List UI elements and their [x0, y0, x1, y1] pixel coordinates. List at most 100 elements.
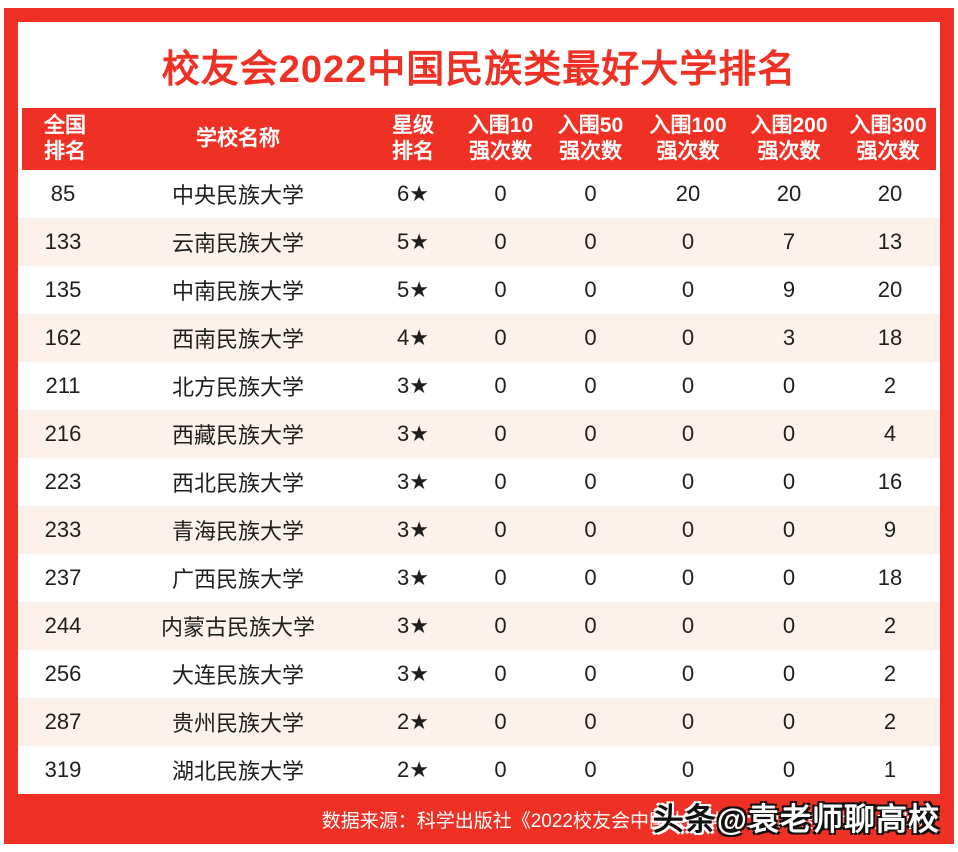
top100-count-cell: 0	[681, 229, 695, 254]
top50-count-cell: 0	[584, 757, 597, 782]
top50-count-cell: 0	[584, 373, 597, 398]
top50-count-cell: 0	[584, 661, 597, 686]
rank-cell: 133	[44, 229, 82, 254]
column-header-top200-count: 入围200 强次数	[738, 108, 840, 170]
top300-count-cell: 2	[883, 661, 897, 686]
star-rank-cell: 3★	[397, 517, 429, 542]
rank-cell: 256	[44, 661, 82, 686]
table-row: 233 青海民族大学 3★ 0 0 0 0 9	[18, 506, 940, 554]
school-name-cell: 内蒙古民族大学	[160, 615, 315, 640]
top300-count-cell: 16	[877, 469, 903, 494]
red-frame: 校友会2022中国民族类最好大学排名 全国 排名 学校名称 星级 排名 入围10 强次数 入围…	[4, 8, 954, 844]
school-name-cell: 西南民族大学	[171, 327, 304, 352]
top300-count-cell: 18	[877, 325, 903, 350]
column-header-line: 入围200	[750, 114, 828, 137]
rank-cell: 244	[44, 613, 82, 638]
top200-count-cell: 0	[782, 757, 796, 782]
star-rank-cell: 3★	[397, 613, 429, 638]
top50-count-cell: 0	[584, 181, 597, 206]
top300-count-cell: 9	[883, 517, 897, 542]
column-header-line: 强次数	[856, 140, 920, 163]
top10-count-cell: 0	[494, 181, 507, 206]
top300-count-cell: 20	[877, 181, 903, 206]
table-row: 287 贵州民族大学 2★ 0 0 0 0 2	[18, 698, 940, 746]
school-name-cell: 西藏民族大学	[171, 423, 304, 448]
top50-count-cell: 0	[584, 277, 597, 302]
top300-count-cell: 2	[883, 373, 897, 398]
top50-count-cell: 0	[584, 517, 597, 542]
table-row: 223 西北民族大学 3★ 0 0 0 0 16	[18, 458, 940, 506]
column-header-line: 入围50	[557, 114, 624, 137]
top200-count-cell: 0	[782, 709, 796, 734]
top100-count-cell: 0	[681, 517, 695, 542]
rank-cell: 233	[44, 517, 82, 542]
school-name-cell: 中央民族大学	[171, 183, 304, 208]
top100-count-cell: 0	[681, 373, 695, 398]
table-body: 85 中央民族大学 6★ 0 0 20 20 20 133 云南民族大学 5★ 0 0 0 7 13 135 中南…	[18, 170, 940, 794]
column-header-line: 入围300	[849, 114, 927, 137]
top200-count-cell: 0	[782, 469, 796, 494]
column-header-line: 排名	[392, 140, 434, 163]
table-row: 162 西南民族大学 4★ 0 0 0 3 18	[18, 314, 940, 362]
top10-count-cell: 0	[494, 277, 507, 302]
watermark-toutiao-label: 头条	[652, 802, 717, 837]
school-name-cell: 青海民族大学	[171, 519, 304, 544]
column-header-line: 强次数	[469, 140, 532, 163]
column-header-line: 强次数	[559, 140, 622, 163]
top50-count-cell: 0	[584, 325, 597, 350]
table-row: 216 西藏民族大学 3★ 0 0 0 0 4	[18, 410, 940, 458]
rank-cell: 85	[50, 181, 76, 206]
top10-count-cell: 0	[494, 709, 507, 734]
star-rank-cell: 3★	[397, 661, 429, 686]
star-rank-cell: 3★	[397, 421, 429, 446]
rank-cell: 211	[45, 373, 81, 398]
top100-count-cell: 0	[681, 757, 695, 782]
column-header-top50-count: 入围50 强次数	[543, 108, 638, 170]
school-name-cell: 广西民族大学	[171, 567, 304, 592]
top10-count-cell: 0	[494, 469, 507, 494]
top50-count-cell: 0	[584, 613, 597, 638]
top10-count-cell: 0	[494, 565, 507, 590]
top300-count-cell: 13	[877, 229, 903, 254]
table-row: 85 中央民族大学 6★ 0 0 20 20 20	[18, 170, 940, 218]
rank-cell: 162	[44, 325, 82, 350]
top100-count-cell: 0	[681, 469, 695, 494]
column-header-top100-count: 入围100 强次数	[638, 108, 738, 170]
school-name-cell: 湖北民族大学	[171, 759, 304, 784]
star-rank-cell: 6★	[397, 181, 429, 206]
star-rank-cell: 5★	[397, 229, 429, 254]
rank-cell: 223	[44, 469, 82, 494]
top10-count-cell: 0	[494, 229, 507, 254]
star-rank-cell: 5★	[397, 277, 429, 302]
table-row: 256 大连民族大学 3★ 0 0 0 0 2	[18, 650, 940, 698]
column-header-star-rank: 星级 排名	[368, 108, 458, 170]
top100-count-cell: 0	[681, 661, 695, 686]
top100-count-cell: 0	[681, 613, 695, 638]
top10-count-cell: 0	[494, 421, 507, 446]
school-name-cell: 大连民族大学	[171, 663, 304, 688]
top10-count-cell: 0	[494, 613, 507, 638]
top200-count-cell: 0	[782, 661, 796, 686]
column-header-school-name: 学校名称	[108, 108, 368, 170]
top10-count-cell: 0	[494, 661, 507, 686]
table-row: 237 广西民族大学 3★ 0 0 0 0 18	[18, 554, 940, 602]
table-header-row: 全国 排名 学校名称 星级 排名 入围10 强次数 入围50 强次数 入围100 强次数 入围200 强…	[22, 108, 936, 170]
top100-count-cell: 0	[681, 277, 695, 302]
top200-count-cell: 7	[782, 229, 796, 254]
table-row: 133 云南民族大学 5★ 0 0 0 7 13	[18, 218, 940, 266]
top50-count-cell: 0	[584, 421, 597, 446]
column-header-line: 入围100	[649, 114, 727, 137]
page-title: 校友会2022中国民族类最好大学排名	[161, 48, 797, 91]
star-rank-cell: 4★	[397, 325, 429, 350]
star-rank-cell: 3★	[397, 469, 429, 494]
school-name-cell: 北方民族大学	[171, 375, 304, 400]
rank-cell: 237	[44, 565, 82, 590]
column-header-line: 学校名称	[196, 127, 280, 150]
star-rank-cell: 3★	[397, 373, 429, 398]
star-rank-cell: 2★	[397, 757, 429, 782]
top300-count-cell: 2	[883, 613, 897, 638]
top200-count-cell: 0	[782, 613, 796, 638]
top200-count-cell: 20	[776, 181, 802, 206]
top200-count-cell: 9	[782, 277, 796, 302]
